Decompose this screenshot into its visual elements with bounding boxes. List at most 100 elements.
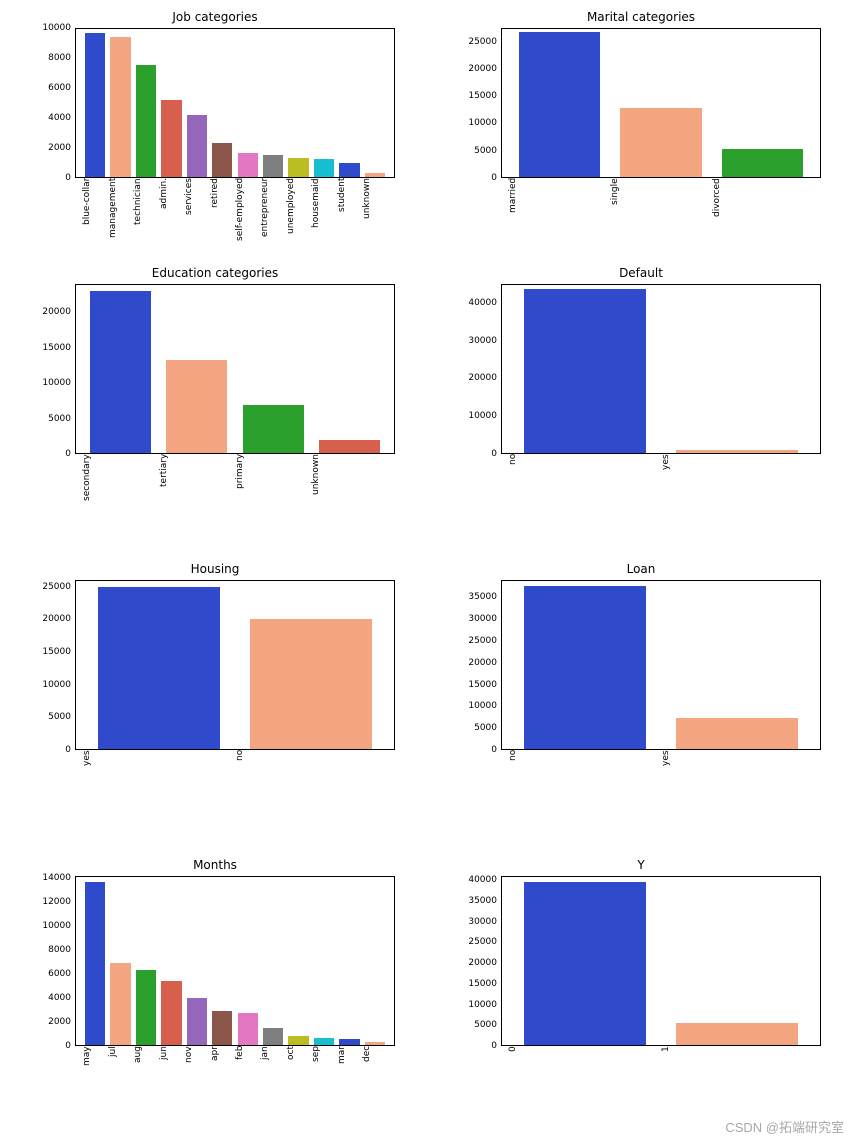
chart-title: Housing: [191, 562, 240, 576]
panel-job: Job categories 1000080006000400020000 blue…: [10, 10, 420, 256]
y-tick: 0: [65, 449, 71, 459]
chart-wrap: 2500020000150001000050000: [461, 28, 821, 178]
x-tick-label: secondary: [82, 454, 158, 524]
chart-title: Loan: [627, 562, 656, 576]
x-tick-label: aug: [133, 1046, 158, 1092]
y-tick: 4000: [48, 993, 71, 1003]
x-tick-label: nov: [184, 1046, 209, 1092]
panel-marital: Marital categories2500020000150001000050…: [436, 10, 846, 256]
y-axis: 4000035000300002500020000150001000050000: [461, 876, 501, 1046]
y-tick: 30000: [468, 614, 497, 624]
bar: [722, 149, 803, 177]
chart-wrap: 2500020000150001000050000: [35, 580, 395, 750]
y-tick: 0: [491, 173, 497, 183]
y-axis: 2500020000150001000050000: [35, 580, 75, 750]
plot-area: [501, 284, 821, 454]
chart-wrap: 4000035000300002500020000150001000050000: [461, 876, 821, 1046]
bar: [250, 619, 372, 749]
y-tick: 10000: [42, 680, 71, 690]
bar: [676, 1023, 798, 1045]
y-tick: 35000: [468, 592, 497, 602]
x-tick-label: technician: [133, 178, 158, 256]
y-tick: 25000: [468, 937, 497, 947]
y-tick: 0: [491, 1041, 497, 1051]
y-tick: 20000: [42, 614, 71, 624]
y-tick: 10000: [468, 118, 497, 128]
bar: [676, 450, 798, 453]
plot-area: [75, 28, 395, 178]
y-tick: 20000: [42, 307, 71, 317]
x-tick-label: blue-collar: [82, 178, 107, 256]
x-tick-label: no: [235, 750, 388, 820]
bar: [187, 115, 207, 177]
y-tick: 12000: [42, 897, 71, 907]
bars: [76, 877, 394, 1045]
plot-area: [501, 876, 821, 1046]
chart-title: Job categories: [172, 10, 257, 24]
y-tick: 15000: [468, 91, 497, 101]
y-tick: 25000: [468, 37, 497, 47]
panel-loan: Loan35000300002500020000150001000050000n…: [436, 562, 846, 820]
chart-wrap: 400003000020000100000: [461, 284, 821, 454]
bars: [76, 285, 394, 453]
bar: [524, 289, 646, 453]
bar: [519, 32, 600, 177]
bar: [136, 65, 156, 177]
bar: [212, 1011, 232, 1045]
bars: [502, 877, 820, 1045]
chart-wrap: 35000300002500020000150001000050000: [461, 580, 821, 750]
bars: [76, 581, 394, 749]
y-tick: 20000: [468, 958, 497, 968]
y-tick: 25000: [468, 636, 497, 646]
x-tick-label: no: [508, 750, 661, 820]
panel-y: Y400003500030000250002000015000100005000…: [436, 858, 846, 1092]
x-tick-label: yes: [661, 454, 814, 524]
x-tick-label: oct: [286, 1046, 311, 1092]
x-tick-label: retired: [210, 178, 235, 256]
bar: [288, 158, 308, 177]
y-tick: 6000: [48, 969, 71, 979]
x-tick-label: student: [337, 178, 362, 256]
y-axis: 20000150001000050000: [35, 284, 75, 454]
y-tick: 0: [491, 449, 497, 459]
bar: [339, 163, 359, 177]
x-tick-label: services: [184, 178, 209, 256]
bar: [524, 882, 646, 1045]
plot-area: [501, 580, 821, 750]
x-tick-label: primary: [235, 454, 311, 524]
y-axis: 35000300002500020000150001000050000: [461, 580, 501, 750]
x-tick-label: sep: [311, 1046, 336, 1092]
chart-title: Y: [637, 858, 644, 872]
y-tick: 5000: [474, 1020, 497, 1030]
x-tick-label: feb: [235, 1046, 260, 1092]
plot-area: [75, 284, 395, 454]
x-axis: noyes: [461, 750, 821, 820]
x-axis: 01: [461, 1046, 821, 1092]
x-tick-label: mar: [337, 1046, 362, 1092]
x-tick-label: unknown: [362, 178, 387, 256]
x-tick-label: admin.: [159, 178, 184, 256]
bar: [161, 100, 181, 177]
chart-wrap: 20000150001000050000: [35, 284, 395, 454]
x-tick-label: may: [82, 1046, 107, 1092]
x-tick-label: management: [108, 178, 133, 256]
bar: [212, 143, 232, 177]
bar: [85, 33, 105, 177]
bars: [502, 581, 820, 749]
x-tick-label: single: [610, 178, 712, 256]
bar: [238, 1013, 258, 1045]
x-axis: secondarytertiaryprimaryunknown: [35, 454, 395, 524]
y-tick: 40000: [468, 875, 497, 885]
y-axis: 1000080006000400020000: [35, 28, 75, 178]
x-tick-label: married: [508, 178, 610, 256]
y-tick: 15000: [42, 647, 71, 657]
y-tick: 40000: [468, 298, 497, 308]
y-tick: 2000: [48, 143, 71, 153]
y-tick: 0: [65, 1041, 71, 1051]
plot-area: [75, 876, 395, 1046]
charts-grid: Job categories 1000080006000400020000 blue…: [10, 10, 846, 1092]
y-tick: 6000: [48, 83, 71, 93]
bar: [187, 998, 207, 1045]
y-tick: 0: [65, 173, 71, 183]
x-tick-label: apr: [210, 1046, 235, 1092]
